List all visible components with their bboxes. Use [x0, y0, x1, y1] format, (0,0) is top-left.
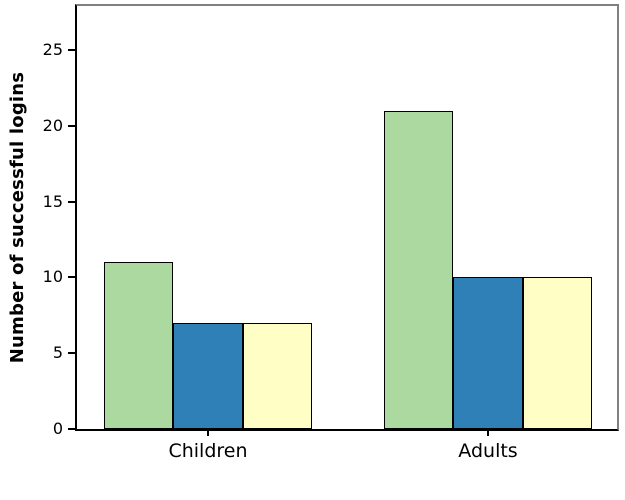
y-axis-tick-label: 25 — [42, 39, 63, 59]
bar-yellow-children — [242, 322, 312, 429]
x-axis-tick — [207, 429, 209, 436]
bar-yellow-adults — [522, 277, 592, 429]
y-axis-tick — [68, 124, 77, 127]
y-axis-title-container: Number of successful logins — [0, 6, 36, 429]
y-axis-tick-label: 20 — [42, 115, 63, 135]
y-axis-tick-label: 15 — [42, 191, 63, 211]
y-axis-tick — [68, 48, 77, 51]
x-axis-tick — [487, 429, 489, 436]
y-axis-tick-label: 0 — [52, 419, 63, 438]
category-label-children: Children — [168, 440, 248, 462]
y-axis-tick — [68, 352, 77, 355]
y-axis-tick — [68, 428, 77, 430]
y-axis-tick-label: 5 — [52, 343, 63, 363]
category-label-adults: Adults — [458, 440, 518, 462]
bar-green-adults — [384, 110, 454, 429]
plot-area: 0 5 10 15 20 25 Children Adults — [43, 4, 619, 462]
y-axis-tick — [68, 200, 77, 203]
y-axis-tick-label: 10 — [42, 267, 63, 287]
y-axis-tick — [68, 276, 77, 279]
bar-blue-adults — [453, 277, 523, 429]
bar-blue-children — [173, 322, 243, 429]
bar-green-children — [104, 262, 174, 429]
